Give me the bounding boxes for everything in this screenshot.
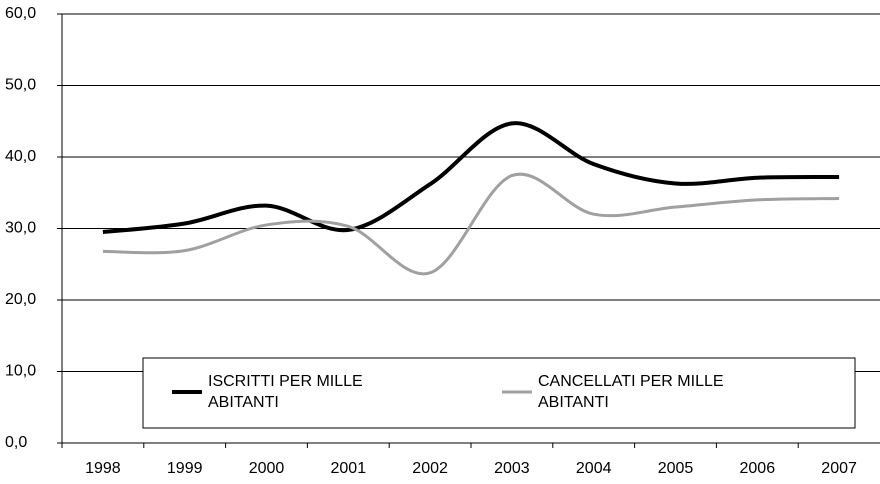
x-tick-label: 2006 bbox=[740, 460, 776, 477]
legend-label: CANCELLATI PER MILLE ABITANTI bbox=[538, 373, 724, 411]
y-tick-label: 60,0 bbox=[5, 5, 36, 22]
y-tick-label: 50,0 bbox=[5, 77, 36, 94]
x-tick-label: 2003 bbox=[494, 460, 530, 477]
legend-line: ABITANTI bbox=[208, 394, 279, 411]
y-tick-label: 40,0 bbox=[5, 148, 36, 165]
y-tick-label: 0,0 bbox=[5, 434, 27, 451]
legend-label: ISCRITTI PER MILLE ABITANTI bbox=[208, 373, 363, 411]
legend-line: ABITANTI bbox=[538, 394, 609, 411]
x-tick-label: 2002 bbox=[412, 460, 448, 477]
series-line bbox=[102, 172, 840, 276]
legend-line: CANCELLATI PER MILLE bbox=[538, 373, 724, 390]
y-tick-label: 30,0 bbox=[5, 220, 36, 237]
x-tick-label: 1999 bbox=[167, 460, 203, 477]
x-tick-label: 2007 bbox=[821, 460, 857, 477]
x-tick-label: 2000 bbox=[249, 460, 285, 477]
y-tick-label: 10,0 bbox=[5, 363, 36, 380]
x-tick-label: 2004 bbox=[576, 460, 612, 477]
x-tick-label: 2001 bbox=[331, 460, 367, 477]
x-tick-label: 1998 bbox=[85, 460, 121, 477]
series-line bbox=[102, 121, 840, 235]
legend-box bbox=[142, 357, 856, 429]
legend-line: ISCRITTI PER MILLE bbox=[208, 373, 363, 390]
y-tick-label: 20,0 bbox=[5, 291, 36, 308]
x-tick-label: 2005 bbox=[658, 460, 694, 477]
